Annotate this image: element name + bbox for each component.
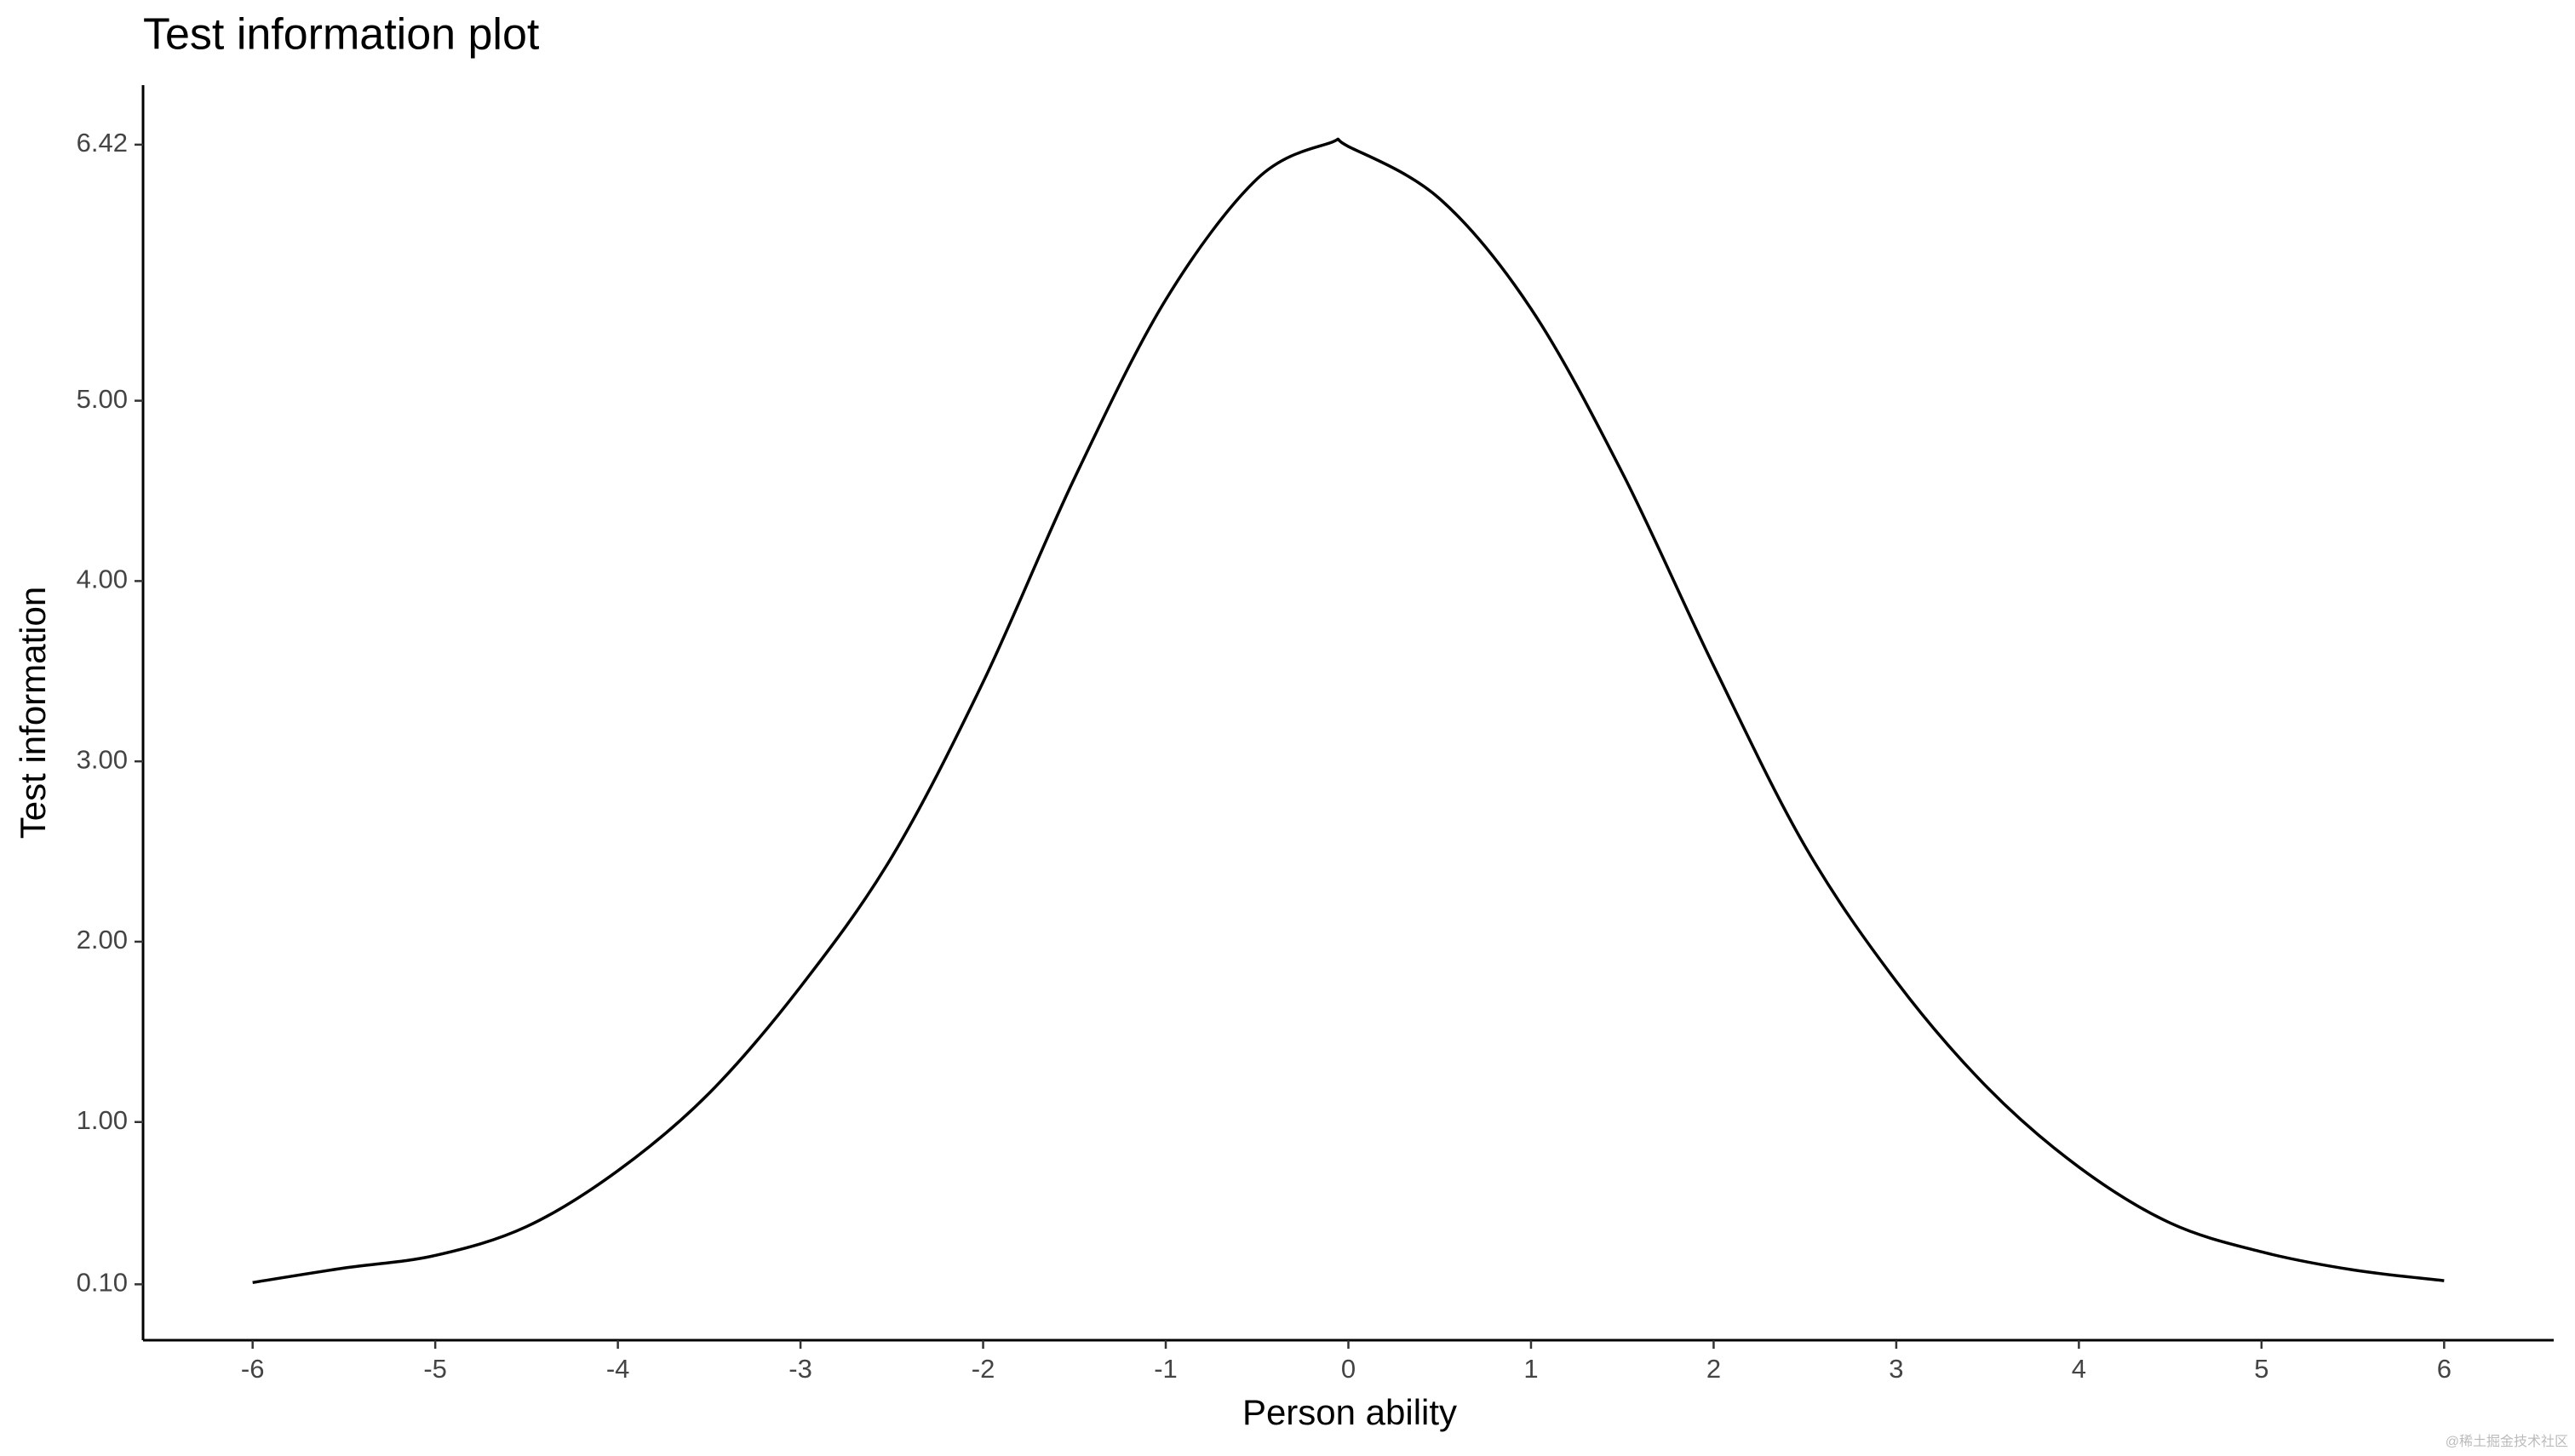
x-tick-label: 4 <box>2072 1354 2086 1384</box>
curve <box>252 137 2445 1284</box>
y-tick-label: 1.00 <box>77 1105 128 1135</box>
x-tick-label: -6 <box>241 1354 265 1384</box>
y-tick-label: 2.00 <box>77 925 128 954</box>
x-tick-label: -1 <box>1154 1354 1178 1384</box>
x-tick-label: -5 <box>423 1354 447 1384</box>
y-tick-label: 0.10 <box>77 1268 128 1298</box>
y-tick-label: 5.00 <box>77 384 128 414</box>
x-tick-label: 3 <box>1889 1354 1903 1384</box>
x-tick-label: 5 <box>2254 1354 2268 1384</box>
x-tick-label: -4 <box>606 1354 630 1384</box>
x-tick-label: -2 <box>972 1354 995 1384</box>
x-tick-label: 2 <box>1706 1354 1721 1384</box>
y-tick-label: 3.00 <box>77 744 128 774</box>
chart-title: Test information plot <box>143 10 540 60</box>
y-axis-label: Test information <box>13 587 53 839</box>
y-tick-label: 6.42 <box>77 128 128 158</box>
x-tick-label: -3 <box>789 1354 812 1384</box>
x-tick-label: 6 <box>2437 1354 2452 1384</box>
y-tick-label: 4.00 <box>77 565 128 594</box>
x-tick-label: 1 <box>1523 1354 1538 1384</box>
watermark: @稀土掘金技术社区 <box>2446 1434 2568 1449</box>
x-tick-label: 0 <box>1341 1354 1356 1384</box>
x-axis-label: Person ability <box>1242 1392 1457 1432</box>
